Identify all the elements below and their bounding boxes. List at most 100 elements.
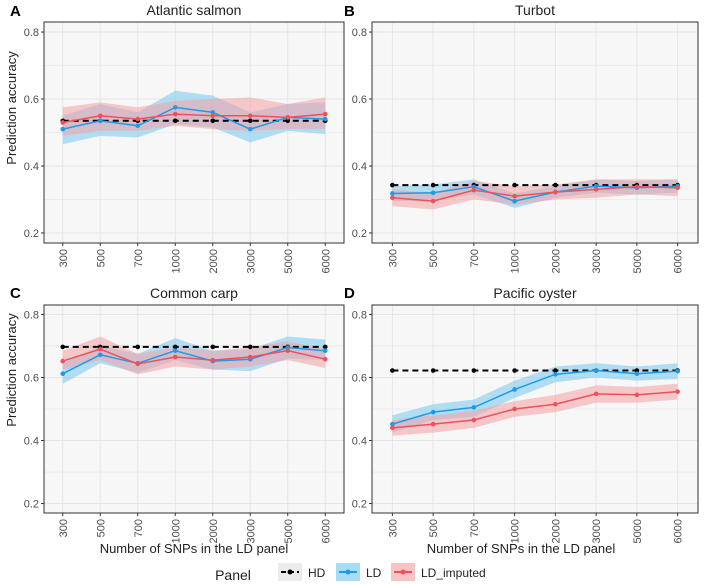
- point-ld-imputed: [593, 187, 599, 192]
- x-tick-label: 1000: [510, 249, 522, 273]
- x-tick-label: 700: [469, 249, 481, 267]
- x-tick-label: 500: [95, 249, 107, 267]
- y-tick-label: 0.2: [352, 228, 367, 240]
- panel-border: [371, 21, 699, 244]
- panel-border: [43, 304, 345, 514]
- y-axis-title-top: Prediction accuracy: [4, 51, 19, 165]
- point-hd: [247, 118, 253, 124]
- x-tick-label: 2000: [208, 249, 220, 273]
- point-ld-imputed: [135, 116, 141, 122]
- x-tick-label: 300: [58, 519, 70, 537]
- point-ld-imputed: [172, 111, 178, 117]
- point-hd: [390, 368, 395, 373]
- point-ld: [471, 405, 477, 410]
- point-ld: [322, 116, 328, 122]
- panel-border: [371, 304, 699, 514]
- legend-label-ld: LD: [366, 566, 382, 580]
- point-ld-imputed: [135, 361, 141, 367]
- legend-point-ld: [345, 569, 351, 575]
- band-ld-imputed: [392, 383, 678, 436]
- line-ld: [62, 346, 326, 375]
- legend-item-ld-imputed: LD_imputed: [391, 563, 486, 581]
- legend-point-hd: [287, 569, 293, 575]
- point-ld: [593, 368, 599, 373]
- point-ld-imputed: [172, 354, 178, 360]
- x-axis-title-left: Number of SNPs in the LD panel: [100, 541, 289, 556]
- y-tick-label: 0.8: [24, 309, 39, 321]
- point-ld-imputed: [553, 401, 558, 407]
- panel-label: B: [344, 3, 355, 20]
- line-ld-imputed: [392, 185, 678, 202]
- legend-label-ld-imputed: LD_imputed: [421, 566, 486, 580]
- panel-title: Atlantic salmon: [147, 2, 242, 18]
- panel-c: 0.2 0.4 0.6 0.8 300 500 700 1000 2000 3000 5000 600…: [10, 285, 345, 543]
- point-hd: [553, 368, 558, 373]
- y-tick-label: 0.8: [352, 309, 367, 321]
- point-hd: [390, 182, 395, 188]
- point-ld-imputed: [247, 113, 253, 119]
- point-ld: [390, 191, 395, 196]
- point-ld-imputed: [471, 187, 477, 193]
- point-ld-imputed: [430, 421, 436, 427]
- x-tick-label: 5000: [283, 519, 295, 543]
- x-tick-label: 700: [133, 519, 145, 537]
- y-tick-label: 0.6: [352, 372, 367, 384]
- point-ld-imputed: [553, 189, 558, 195]
- point-ld: [97, 118, 103, 124]
- x-tick-label: 500: [428, 519, 440, 537]
- point-ld: [430, 190, 436, 196]
- point-ld: [430, 409, 436, 415]
- point-ld: [135, 123, 141, 129]
- y-tick-label: 0.6: [24, 372, 39, 384]
- line-ld-imputed: [392, 390, 678, 429]
- panel-label: A: [10, 3, 21, 20]
- panels: 0.2 0.4 0.6 0.8 300 500 700 1000 2000 3000 5000 600…: [10, 2, 699, 543]
- point-ld: [285, 345, 291, 350]
- point-ld: [247, 126, 253, 132]
- y-tick-label: 0.8: [24, 27, 39, 39]
- point-ld-imputed: [285, 348, 291, 353]
- line-ld-imputed: [62, 113, 326, 124]
- x-tick-label: 5000: [632, 249, 644, 273]
- point-hd: [210, 118, 216, 124]
- x-tick-label: 700: [469, 519, 481, 537]
- point-ld-imputed: [430, 198, 436, 204]
- y-tick-label: 0.4: [24, 161, 39, 173]
- legend-point-ld-imputed: [400, 569, 406, 575]
- x-tick-label: 5000: [283, 249, 295, 273]
- line-ld: [392, 369, 678, 425]
- point-hd: [471, 368, 477, 373]
- legend: Panel HD LD LD_imputed: [215, 563, 486, 583]
- point-ld: [512, 198, 517, 204]
- line-ld-imputed: [62, 348, 326, 365]
- x-tick-label: 300: [58, 249, 70, 267]
- y-tick-label: 0.8: [352, 27, 367, 39]
- point-ld-imputed: [512, 193, 517, 199]
- y-tick-label: 0.4: [24, 436, 39, 448]
- y-tick-label: 0.4: [352, 436, 367, 448]
- panel-label: C: [10, 285, 21, 302]
- point-ld: [553, 372, 558, 377]
- point-ld: [471, 184, 477, 190]
- point-hd: [285, 118, 291, 124]
- x-tick-label: 2000: [208, 519, 220, 543]
- point-ld-imputed: [675, 389, 680, 394]
- point-ld-imputed: [675, 185, 680, 191]
- x-tick-label: 3000: [245, 519, 257, 543]
- point-hd: [247, 344, 253, 350]
- y-tick-label: 0.2: [24, 499, 39, 511]
- line-ld: [62, 106, 326, 130]
- point-ld: [675, 368, 680, 374]
- x-tick-label: 300: [387, 519, 399, 537]
- point-hd: [512, 368, 517, 373]
- x-tick-label: 6000: [673, 519, 685, 543]
- point-hd: [172, 344, 178, 350]
- panel-title: Turbot: [515, 2, 555, 18]
- x-tick-label: 500: [428, 249, 440, 267]
- point-hd: [430, 182, 436, 188]
- x-tick-label: 3000: [591, 249, 603, 273]
- point-hd: [512, 182, 517, 188]
- x-tick-label: 300: [387, 249, 399, 267]
- point-ld-imputed: [97, 113, 103, 119]
- point-ld: [634, 371, 640, 377]
